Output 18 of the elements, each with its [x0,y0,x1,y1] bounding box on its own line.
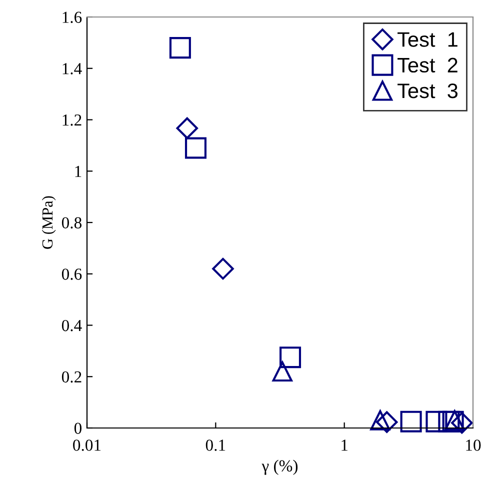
x-tick-label: 0.1 [206,440,226,451]
y-tick-label: 0.6 [62,268,82,280]
y-tick-label: 0.8 [62,217,82,229]
x-tick-label: 1 [342,440,348,451]
legend-label: Test 2 [398,58,458,73]
x-tick-label: 10 [466,440,481,451]
y-axis-title: G (MPa) [42,196,56,249]
x-axis-title: γ (%) [262,460,298,475]
y-tick-label: 0 [74,422,82,434]
x-tick-label: 0.01 [73,440,101,451]
y-tick-label: 1 [75,166,82,177]
y-tick-label: 0.4 [62,320,82,332]
y-tick-label: 0.2 [62,371,82,383]
y-tick-label: 1.6 [62,12,82,24]
legend-label: Test 3 [398,83,458,98]
y-tick-label: 1.2 [62,114,82,126]
y-tick-label: 1.4 [62,63,82,74]
legend-label: Test 1 [398,32,458,47]
